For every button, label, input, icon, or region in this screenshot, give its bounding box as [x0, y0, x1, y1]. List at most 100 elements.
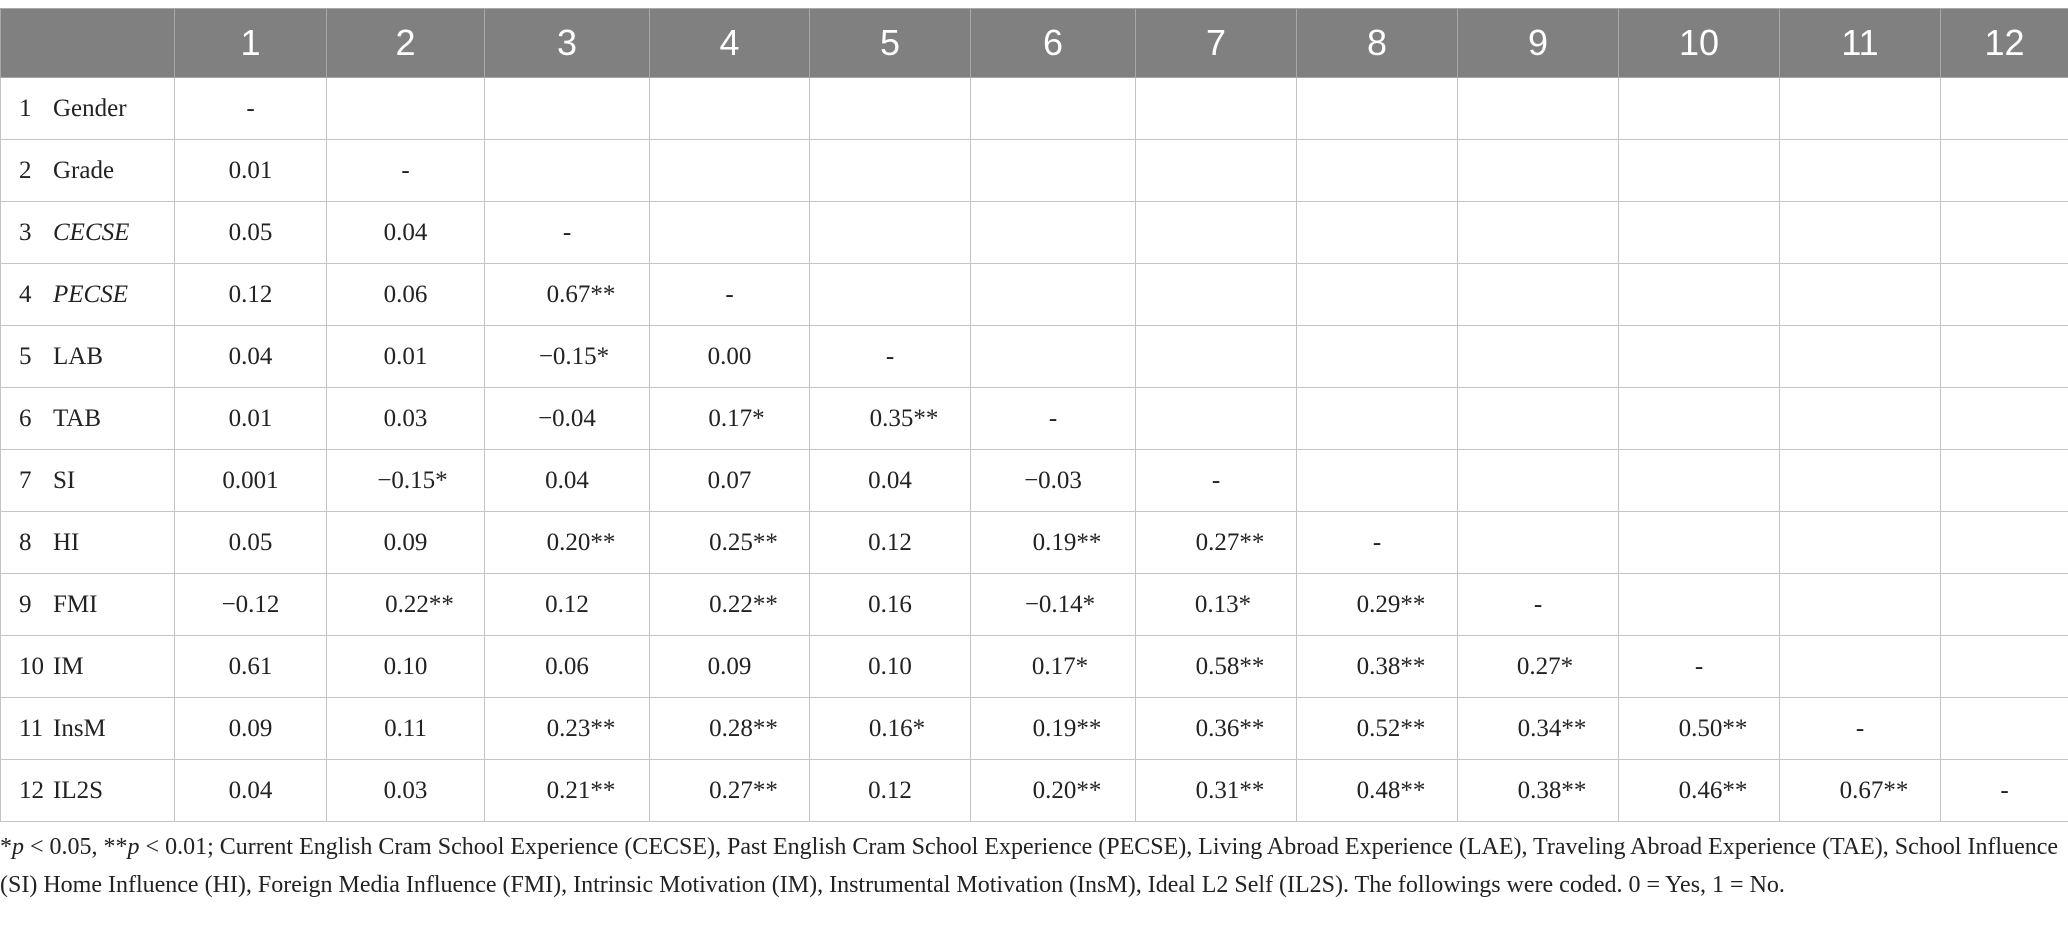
correlation-cell: −0.04 [484, 387, 650, 450]
correlation-cell: 0.61 [174, 635, 327, 698]
correlation-value: −0.03 [1024, 466, 1082, 494]
correlation-value: 0.46** [1678, 776, 1748, 804]
correlation-cell: 0.09 [174, 697, 327, 760]
correlation-value: 0.38** [1517, 776, 1587, 804]
correlation-cell [809, 263, 971, 326]
correlation-cell: 0.10 [809, 635, 971, 698]
column-header-11: 11 [1779, 8, 1941, 78]
correlation-cell [1779, 635, 1941, 698]
correlation-cell: 0.27** [649, 759, 810, 822]
correlation-cell: 0.10 [326, 635, 485, 698]
variable-name: HI [53, 528, 80, 556]
correlation-value: 0.20** [546, 528, 616, 556]
correlation-value: - [2000, 776, 2009, 804]
correlation-value: 0.01 [228, 404, 273, 432]
correlation-value: 0.35** [869, 404, 939, 432]
correlation-cell [809, 201, 971, 264]
correlation-cell: 0.27** [1135, 511, 1297, 574]
table-row: 3 CECSE 0.05 0.04 - [0, 201, 2068, 264]
column-header-12: 12 [1940, 8, 2068, 78]
correlation-cell: 0.29** [1296, 573, 1458, 636]
correlation-cell [1940, 201, 2068, 264]
correlation-value: 0.05 [228, 218, 273, 246]
correlation-value: 0.03 [383, 404, 428, 432]
correlation-value: - [1533, 590, 1543, 618]
column-header-8: 8 [1296, 8, 1458, 78]
row-label: 12 IL2S [0, 759, 175, 822]
footnote-star: * [0, 834, 12, 860]
correlation-cell: 0.16* [809, 697, 971, 760]
variable-name: IL2S [53, 776, 103, 804]
correlation-value: −0.15* [377, 466, 448, 494]
correlation-value: - [1048, 404, 1058, 432]
correlation-value: 0.13* [1194, 590, 1252, 618]
correlation-cell: 0.04 [326, 201, 485, 264]
correlation-value: 0.12 [545, 590, 589, 618]
correlation-value: 0.17* [708, 404, 765, 432]
correlation-value: - [1372, 528, 1382, 556]
correlation-cell [1618, 387, 1780, 450]
correlation-cell: 0.17* [970, 635, 1136, 698]
correlation-cell: 0.28** [649, 697, 810, 760]
row-number: 12 [19, 776, 44, 804]
correlation-cell: 0.12 [809, 511, 971, 574]
table-row: 6 TAB 0.01 0.03 −0.04 0.17* 0.35** - [0, 387, 2068, 450]
correlation-cell: −0.14* [970, 573, 1136, 636]
footnote-p2: p [127, 834, 140, 860]
correlation-cell: 0.07 [649, 449, 810, 512]
column-header-9: 9 [1457, 8, 1619, 78]
correlation-cell: 0.20** [970, 759, 1136, 822]
variable-name: InsM [53, 714, 106, 742]
correlation-cell: −0.03 [970, 449, 1136, 512]
correlation-cell [1296, 449, 1458, 512]
correlation-value: 0.01 [228, 156, 273, 184]
correlation-cell: 0.09 [649, 635, 810, 698]
correlation-cell [1135, 201, 1297, 264]
correlation-value: 0.04 [868, 466, 912, 494]
correlation-cell [1779, 263, 1941, 326]
table-row: 4 PECSE 0.12 0.06 0.67** - [0, 263, 2068, 326]
correlation-cell [1135, 77, 1297, 140]
correlation-cell: - [970, 387, 1136, 450]
correlation-cell [484, 139, 650, 202]
table-row: 11 InsM 0.09 0.11 0.23** 0.28** 0.16* 0.19** 0.3… [0, 697, 2068, 760]
row-label: 9 FMI [0, 573, 175, 636]
correlation-cell: - [809, 325, 971, 388]
correlation-cell [1296, 263, 1458, 326]
correlation-cell: 0.04 [809, 449, 971, 512]
correlation-cell: 0.25** [649, 511, 810, 574]
correlation-cell [1618, 139, 1780, 202]
correlation-cell: 0.05 [174, 511, 327, 574]
footnote-p1: p [12, 834, 24, 860]
correlation-cell: 0.38** [1457, 759, 1619, 822]
correlation-cell: - [484, 201, 650, 264]
correlation-value: 0.50** [1678, 714, 1748, 742]
correlation-value: 0.10 [868, 652, 912, 680]
correlation-value: 0.16* [868, 714, 926, 742]
correlation-cell: 0.19** [970, 511, 1136, 574]
correlation-value: 0.52** [1356, 714, 1426, 742]
correlation-value: 0.05 [228, 528, 273, 556]
correlation-cell [1296, 325, 1458, 388]
correlation-cell [1296, 201, 1458, 264]
correlation-cell [1940, 139, 2068, 202]
row-number: 9 [19, 590, 32, 618]
correlation-cell [1618, 511, 1780, 574]
correlation-cell: 0.67** [484, 263, 650, 326]
row-label: 6 TAB [0, 387, 175, 450]
correlation-cell [1457, 325, 1619, 388]
row-label: 1 Gender [0, 77, 175, 140]
row-label: 3 CECSE [0, 201, 175, 264]
correlation-cell [1296, 77, 1458, 140]
correlation-cell: −0.15* [326, 449, 485, 512]
correlation-cell [649, 201, 810, 264]
correlation-cell [1618, 77, 1780, 140]
correlation-cell: 0.01 [174, 387, 327, 450]
correlation-cell [1940, 697, 2068, 760]
variable-name: Gender [53, 94, 127, 122]
correlation-cell: 0.38** [1296, 635, 1458, 698]
correlation-cell: 0.23** [484, 697, 650, 760]
variable-name: FMI [53, 590, 98, 618]
correlation-value: 0.04 [228, 776, 273, 804]
footnote-text-2: < 0.01; Current English Cram School Expe… [0, 834, 2059, 898]
